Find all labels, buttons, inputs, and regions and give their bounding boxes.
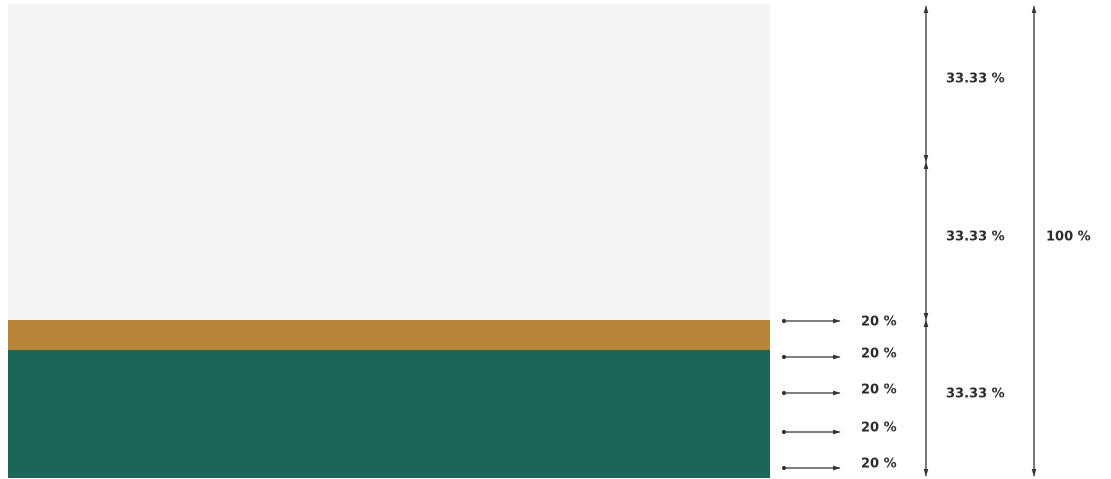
green-band [8,350,770,478]
gold-band [8,320,770,350]
third-label-1: 33.33 % [946,230,1005,245]
total-dimension: 100 % [1031,5,1091,477]
row-marker-label: 20 % [861,315,897,330]
row-marker-label: 20 % [861,421,897,436]
row-marker-label: 20 % [861,383,897,398]
thirds-dimension: 33.33 % 33.33 % 33.33 % [923,5,1005,477]
row-marker-2: 20 % [781,383,897,398]
total-label: 100 % [1046,230,1091,245]
third-label-0: 33.33 % [946,72,1005,87]
light-gray-band [8,4,770,320]
row-marker-label: 20 % [861,347,897,362]
third-label-2: 33.33 % [946,387,1005,402]
row-marker-4: 20 % [781,457,897,472]
row-marker-3: 20 % [781,421,897,436]
row-marker-0: 20 % [781,315,897,330]
row-marker-label: 20 % [861,457,897,472]
row-marker-1: 20 % [781,347,897,362]
